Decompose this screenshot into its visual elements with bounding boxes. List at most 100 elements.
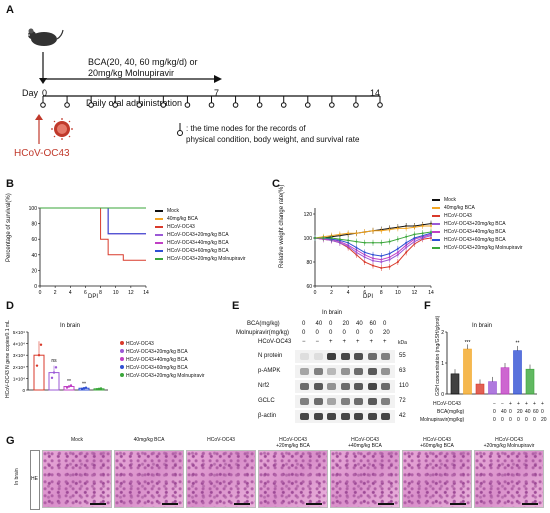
western-blot-title: In brain: [322, 310, 343, 316]
data-point: [363, 241, 366, 244]
data-point: [50, 376, 54, 380]
blot-band: [354, 368, 363, 375]
x-tick-label: 2: [54, 290, 57, 296]
legend-label: HCoV-OC43+40mg/kg BCA: [444, 229, 506, 235]
legend-label: HCoV-OC43+20mg/kg Molnupiravir: [126, 373, 205, 379]
data-point: [80, 387, 84, 390]
condition-value: 0: [383, 321, 387, 327]
scale-bar: [306, 503, 322, 505]
gene-copies-legend: HCoV-OC43 HCoV-OC43+20mg/kg BCA HCoV-OC43+…: [120, 340, 205, 380]
y-tick-label: 0: [34, 284, 37, 290]
data-point: [355, 246, 358, 249]
data-point: [405, 251, 408, 254]
data-point: [388, 252, 391, 255]
y-tick-label: 0: [441, 392, 444, 398]
blot-band: [327, 398, 336, 405]
day-0-label: 0: [42, 88, 48, 98]
blot-band: [381, 413, 390, 420]
histology-image: [474, 450, 544, 508]
legend-label: HCoV-OC43+60mg/kg BCA: [126, 365, 188, 371]
condition-value: +: [517, 401, 520, 407]
condition-value: −: [315, 339, 320, 345]
virus-label: HCoV-OC43: [14, 148, 70, 159]
data-point: [65, 386, 69, 389]
blot-band: [327, 413, 336, 420]
scale-bar: [522, 503, 538, 505]
legend-swatch: [120, 357, 124, 361]
y-tick-label: 1: [441, 361, 444, 367]
timeline-node: [232, 102, 239, 108]
timeline-node: [136, 102, 143, 108]
legend-entry: HCoV-OC43: [432, 212, 523, 220]
y-tick-label: 1×10⁴: [13, 376, 25, 381]
x-tick-label: 12: [412, 290, 418, 296]
gsh-title: In brain: [472, 323, 493, 329]
weight-legend: Mock 40mg/kg BCA HCoV-OC43 HCoV-OC43+20mg/k…: [432, 196, 523, 252]
kda-value: 72: [399, 398, 406, 404]
condition-value: 0: [356, 330, 360, 336]
data-point: [388, 240, 391, 243]
data-point: [396, 227, 399, 230]
y-tick-label: 4×10⁴: [13, 342, 25, 347]
data-point: [388, 228, 391, 231]
blot-band: [340, 398, 350, 405]
bar: [488, 381, 497, 395]
legend-entry: HCoV-OC43+20mg/kg BCA: [120, 348, 205, 356]
histology-column-label: Mock: [71, 437, 83, 443]
blot-band: [300, 413, 309, 420]
legend-label: Mock: [167, 208, 179, 214]
bar: [475, 383, 485, 395]
data-point: [372, 253, 374, 256]
day-14-label: 14: [370, 88, 381, 98]
condition-value: 0: [302, 330, 306, 336]
data-point: [82, 387, 86, 390]
condition-value: 20: [342, 321, 350, 327]
legend-label: HCoV-OC43+20mg/kg BCA: [444, 221, 506, 227]
legend-label: HCoV-OC43+40mg/kg BCA: [126, 357, 188, 363]
data-point: [380, 258, 383, 261]
blot-band: [313, 413, 323, 420]
daily-administration-label: Daily oral administration: [86, 98, 183, 108]
x-tick-label: 14: [428, 290, 434, 296]
survival-xlabel: DPI: [88, 294, 99, 300]
blot-row: [295, 410, 395, 423]
legend-label: HCoV-OC43: [167, 224, 195, 230]
data-point: [314, 237, 316, 239]
timeline-node: [112, 102, 119, 108]
histology-column-label: HCoV-OC43 +40mg/kg BCA: [348, 437, 382, 449]
legend-label: HCoV-OC43+20mg/kg Molnupiravir: [167, 256, 246, 262]
legend-note-line2: physical condition, body weight, and sur…: [186, 135, 360, 144]
protein-label: Nrf2: [258, 383, 270, 389]
data-point: [413, 226, 416, 229]
blot-band: [340, 353, 350, 360]
legend-label: HCoV-OC43+20mg/kg BCA: [167, 232, 229, 238]
time-node-icon: [177, 123, 183, 136]
data-point: [430, 231, 432, 233]
blot-band: [354, 398, 363, 405]
condition-value: 60: [533, 409, 539, 415]
y-tick-label: 0: [22, 388, 25, 393]
scale-bar: [450, 503, 466, 505]
data-point: [97, 387, 101, 391]
blot-band: [340, 383, 350, 390]
day-label: Day: [22, 88, 39, 98]
data-point: [99, 387, 103, 390]
panel-c-letter: C: [272, 178, 280, 190]
y-tick-label: 3×10⁴: [13, 353, 25, 358]
data-point: [363, 231, 366, 233]
legend-swatch: [120, 341, 124, 345]
data-point: [388, 256, 391, 259]
gsh-ylabel: GSH concentration (mg/GSH/g/prot): [435, 315, 441, 396]
condition-value: 60: [369, 321, 377, 327]
data-point: [372, 264, 374, 267]
blot-row: [295, 395, 395, 408]
blot-band: [381, 398, 390, 405]
y-tick-label: 5×10⁴: [13, 330, 25, 335]
condition-value: 0: [342, 330, 346, 336]
timeline-node: [280, 102, 287, 108]
blot-band: [367, 353, 377, 360]
condition-value: +: [509, 401, 512, 407]
significance-label: ns: [51, 358, 57, 364]
blot-band: [300, 383, 309, 390]
blot-band: [300, 368, 309, 375]
